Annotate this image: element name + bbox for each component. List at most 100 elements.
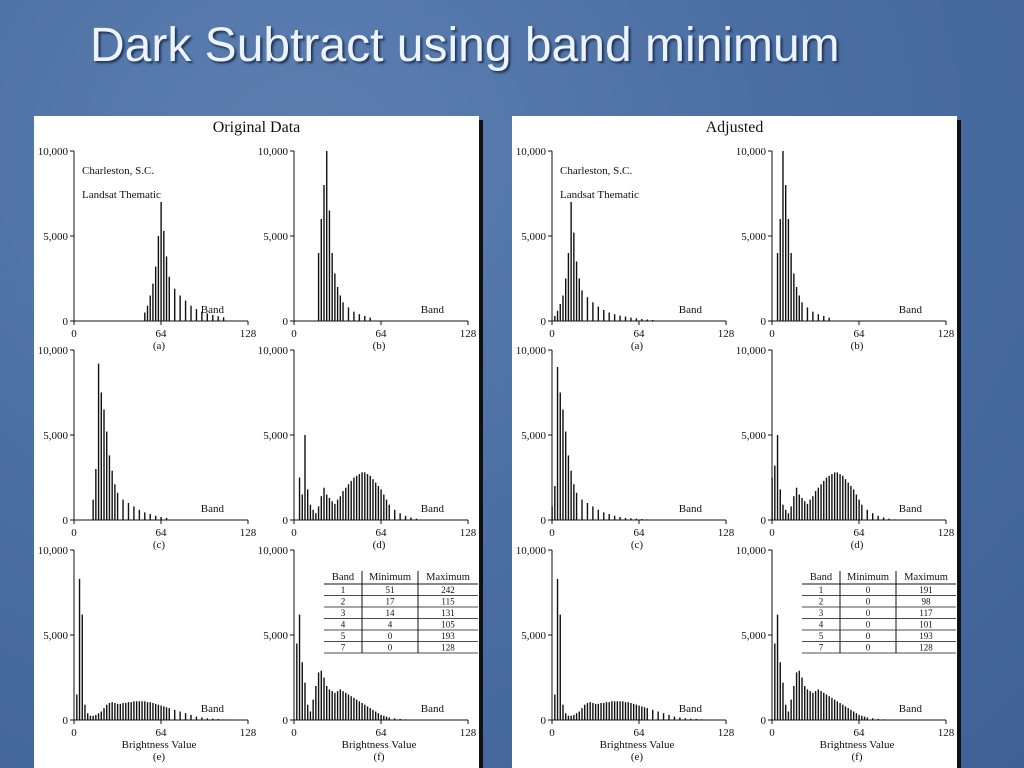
x-tick-label: 0 (71, 727, 77, 739)
table-header: Maximum (904, 572, 948, 583)
histogram-bar (95, 714, 97, 720)
panel-label: (f) (852, 751, 863, 763)
histogram-bar (377, 713, 380, 720)
table-header: Minimum (369, 572, 411, 583)
histogram-bar (323, 677, 325, 720)
histogram-bar (624, 316, 627, 321)
x-tick-label: 0 (549, 727, 555, 739)
histogram-bar (804, 686, 806, 720)
x-tick-label: 0 (549, 527, 555, 539)
histogram-bar (787, 711, 790, 720)
histogram-bar (651, 709, 654, 720)
histogram-bar (858, 714, 860, 720)
histogram-bar (133, 506, 135, 520)
table-cell: 117 (919, 608, 933, 618)
histogram-bar (774, 465, 776, 520)
histogram-bar (554, 315, 556, 321)
table-cell: 51 (386, 585, 395, 595)
histogram-bar (624, 517, 627, 520)
band-label: Band (421, 703, 445, 715)
histogram-bar (635, 518, 638, 520)
histogram-bar (168, 708, 170, 720)
table-cell: 1 (819, 585, 824, 595)
histogram-bar (374, 482, 377, 520)
y-tick-label: 5,000 (521, 430, 546, 442)
histogram-bar (160, 516, 162, 520)
y-tick-label: 10,000 (258, 545, 289, 557)
histogram-bar (361, 472, 363, 520)
histogram-bar (684, 718, 687, 720)
histogram-bar (823, 480, 825, 520)
histogram-bar (138, 701, 141, 720)
histogram-bar (575, 713, 578, 720)
histogram-bar (774, 643, 776, 720)
histogram-bar (358, 474, 361, 520)
band-label: Band (201, 304, 225, 316)
histogram-bar (651, 319, 654, 321)
band-label: Band (421, 503, 445, 515)
y-tick-label: 0 (541, 515, 547, 527)
histogram-bar (613, 701, 616, 720)
histogram-bar (334, 692, 336, 720)
histogram-bar (358, 314, 361, 321)
caption-location: Charleston, S.C. (560, 165, 632, 177)
histogram-f: 0 5,000 10,000 0 64 128 Band (f)Brightness Valu… (736, 545, 955, 763)
x-tick-label: 128 (938, 527, 955, 539)
x-axis-label: Brightness Value (820, 739, 895, 751)
panel-label: (f) (374, 751, 385, 763)
histogram-bar (393, 509, 396, 520)
table-cell: 7 (819, 643, 824, 653)
histogram-bar (89, 715, 92, 720)
table-cell: 2 (819, 597, 824, 607)
histogram-bar (336, 499, 339, 520)
histogram-bar (404, 515, 407, 520)
panel-label: (e) (631, 751, 644, 763)
histogram-bar (806, 503, 809, 520)
histogram-bar (619, 315, 621, 321)
histogram-bar (836, 701, 839, 720)
histogram-a: 0 5,000 10,000 0 64 128 Band (a) (38, 146, 257, 352)
histogram-bar (630, 317, 632, 321)
histogram-bar (562, 295, 564, 321)
panel-label: (a) (631, 340, 644, 352)
y-tick-label: 10,000 (38, 345, 69, 357)
histogram-bar (157, 704, 160, 720)
histogram-bar (608, 702, 610, 720)
histogram-bar (836, 472, 839, 520)
histogram-bar (163, 706, 165, 720)
x-tick-label: 128 (240, 527, 257, 539)
table-cell: 2 (341, 597, 346, 607)
histogram-bar (298, 614, 301, 720)
table-header: Maximum (426, 572, 470, 583)
histogram-bar (597, 306, 600, 321)
x-tick-label: 128 (460, 527, 477, 539)
table-cell: 191 (919, 585, 933, 595)
histogram-bar (842, 704, 844, 720)
histogram-bar (328, 689, 331, 720)
histogram-bar (866, 717, 868, 720)
y-tick-label: 0 (761, 316, 767, 328)
histogram-bar (782, 151, 784, 321)
histogram-bar (877, 515, 879, 520)
caption-sensor: Landsat Thematic (560, 189, 639, 201)
panel-title-adjusted: Adjusted (705, 119, 764, 136)
histogram-bar (809, 691, 811, 720)
table-cell: 0 (866, 643, 871, 653)
x-tick-label: 0 (291, 727, 297, 739)
histogram-bar (163, 230, 165, 321)
x-tick-label: 64 (376, 328, 388, 340)
x-tick-label: 64 (634, 328, 646, 340)
histogram-bar (616, 701, 619, 720)
histogram-bar (820, 484, 822, 520)
x-tick-label: 0 (769, 328, 775, 340)
histogram-bar (798, 494, 800, 520)
histogram-bar (812, 692, 814, 720)
histogram-bar (222, 719, 225, 720)
histogram-bar (179, 295, 181, 321)
y-tick-label: 5,000 (741, 430, 766, 442)
histogram-bar (823, 692, 825, 720)
histogram-bar (100, 392, 102, 520)
histogram-bar (206, 313, 209, 321)
x-tick-label: 0 (291, 328, 297, 340)
histogram-bar (784, 185, 787, 321)
